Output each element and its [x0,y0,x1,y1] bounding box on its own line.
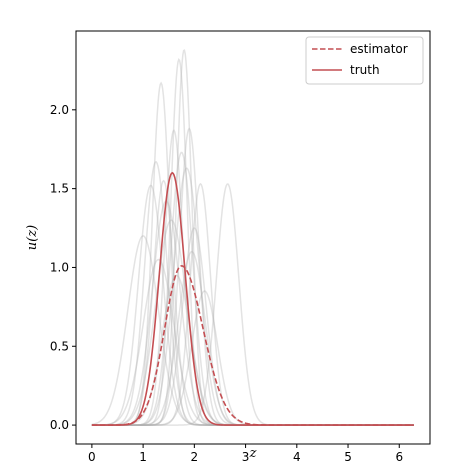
x-tick-label-1: 1 [139,450,147,464]
main-curves [91,171,414,426]
legend: estimator truth [305,36,424,85]
y-tick-label-4: 2.0 [50,103,69,117]
sample-curve-3 [91,129,414,426]
x-tick-label-0: 0 [88,450,96,464]
x-tick-label-5: 5 [344,450,352,464]
y-tick-label-0: 0.0 [50,418,69,432]
y-tick-label-3: 1.5 [50,182,69,196]
x-tick-label-4: 4 [293,450,301,464]
x-tick-label-3: 3 [242,450,250,464]
y-tick-label-2: 1.0 [50,260,69,274]
legend-label-estimator: estimator [350,42,408,56]
truth-line [91,171,414,426]
sample-curve-4 [91,127,414,426]
sample-curve-2 [91,49,414,426]
x-axis-ticks: 0 1 2 3 4 5 6 [88,444,403,464]
sample-curve-1 [91,57,414,426]
y-axis-ticks: 0.0 0.5 1.0 1.5 2.0 [50,103,76,432]
x-tick-label-6: 6 [395,450,403,464]
axes-frame [75,30,431,445]
legend-box [305,36,424,85]
sample-curves [91,49,414,426]
x-tick-label-2: 2 [191,450,199,464]
x-axis-label: z [249,446,257,461]
legend-label-truth: truth [350,63,380,77]
y-axis-label: u(z) [25,225,40,250]
y-tick-label-1: 0.5 [50,339,69,353]
sample-curve-9 [91,200,414,426]
